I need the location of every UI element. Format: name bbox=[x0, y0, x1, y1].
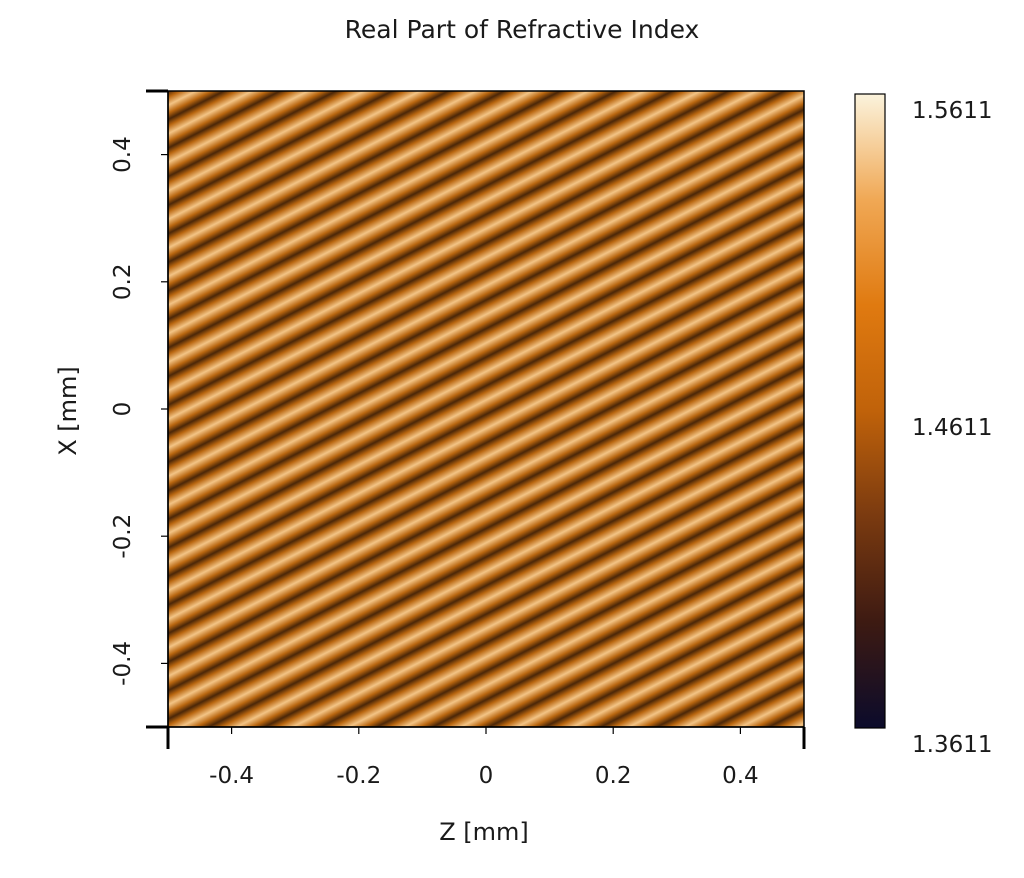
x-tick-label: 0.2 bbox=[595, 763, 632, 789]
colorbar-gradient bbox=[854, 93, 886, 729]
colorbar: 1.3611 1.4611 1.5611 bbox=[854, 93, 992, 758]
plot-area bbox=[167, 90, 805, 728]
y-axis-label: X [mm] bbox=[54, 366, 82, 456]
x-tick-label: -0.4 bbox=[209, 763, 254, 789]
y-tick-label: -0.4 bbox=[110, 641, 136, 686]
x-axis-label: Z [mm] bbox=[439, 818, 529, 846]
heatmap-field bbox=[168, 91, 804, 727]
x-axis: -0.4 -0.2 0 0.2 0.4 bbox=[166, 726, 806, 789]
chart-title: Real Part of Refractive Index bbox=[345, 15, 700, 44]
colorbar-tick-label: 1.5611 bbox=[912, 98, 992, 124]
colorbar-tick-label: 1.4611 bbox=[912, 415, 992, 441]
x-tick-label: -0.2 bbox=[336, 763, 381, 789]
y-tick-label: 0.2 bbox=[110, 264, 136, 301]
x-tick-label: 0 bbox=[479, 763, 494, 789]
x-tick-label: 0.4 bbox=[722, 763, 759, 789]
y-tick-label: -0.2 bbox=[110, 514, 136, 559]
y-tick-label: 0 bbox=[110, 402, 136, 417]
y-axis: -0.4 -0.2 0 0.2 0.4 bbox=[110, 89, 169, 729]
y-tick-label: 0.4 bbox=[110, 136, 136, 173]
colorbar-tick-label: 1.3611 bbox=[912, 732, 992, 758]
